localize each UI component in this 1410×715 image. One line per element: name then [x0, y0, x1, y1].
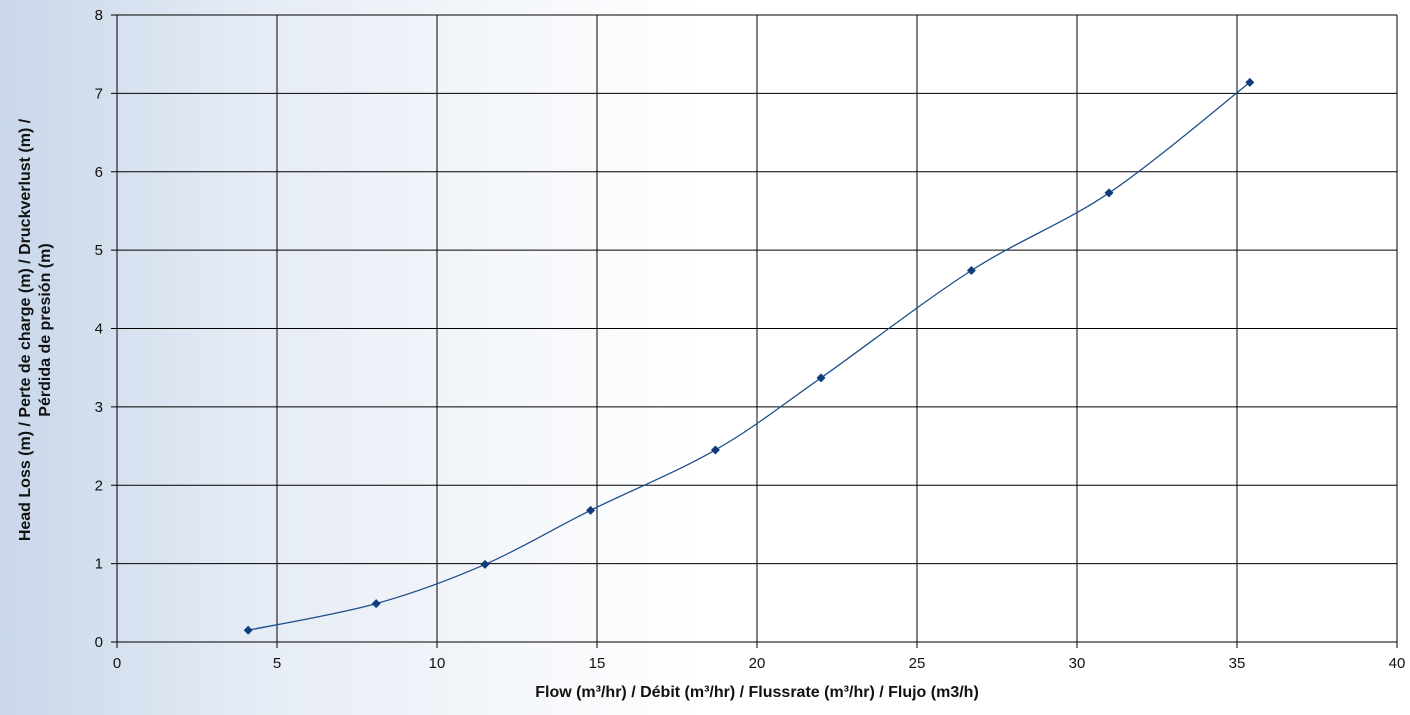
- y-tick-label-5: 5: [95, 242, 103, 259]
- data-point-0: [243, 625, 253, 635]
- data-point-7: [1104, 188, 1114, 198]
- x-axis-title: Flow (m³/hr) / Débit (m³/hr) / Flussrate…: [535, 684, 979, 701]
- data-point-3: [586, 505, 596, 515]
- y-tick-label-8: 8: [95, 7, 103, 24]
- x-tick-label-3: 15: [589, 655, 606, 672]
- y-axis-title-line-1: Head Loss (m) / Perte de charge (m) / Dr…: [17, 118, 34, 541]
- data-point-6: [966, 266, 976, 276]
- y-axis-title-line-2: Pérdida de presión (m): [37, 243, 54, 416]
- x-axis-ticks: 0 5 10 15 20 25 30 35 40: [113, 642, 1406, 672]
- y-tick-label-1: 1: [95, 556, 103, 573]
- data-point-2: [480, 559, 490, 569]
- series-line-0: [248, 81, 1251, 631]
- data-point-5: [816, 373, 826, 383]
- x-tick-label-1: 5: [273, 655, 281, 672]
- y-tick-label-4: 4: [95, 321, 103, 338]
- grid: [116, 14, 1398, 643]
- y-axis-ticks: 0 1 2 3 4 5 6 7 8: [95, 7, 117, 651]
- x-tick-label-0: 0: [113, 655, 121, 672]
- y-tick-label-3: 3: [95, 399, 103, 416]
- data-point-8: [1245, 77, 1255, 87]
- x-tick-label-2: 10: [429, 655, 446, 672]
- x-tick-label-8: 40: [1389, 655, 1406, 672]
- y-tick-label-7: 7: [95, 85, 103, 102]
- x-tick-label-7: 35: [1229, 655, 1246, 672]
- y-tick-label-6: 6: [95, 164, 103, 181]
- series-layer: [243, 77, 1255, 635]
- data-point-1: [371, 599, 381, 609]
- y-tick-label-2: 2: [95, 477, 103, 494]
- x-tick-label-4: 20: [749, 655, 766, 672]
- x-tick-label-6: 30: [1069, 655, 1086, 672]
- x-tick-label-5: 25: [909, 655, 926, 672]
- data-point-4: [710, 445, 720, 455]
- y-tick-label-0: 0: [95, 634, 103, 651]
